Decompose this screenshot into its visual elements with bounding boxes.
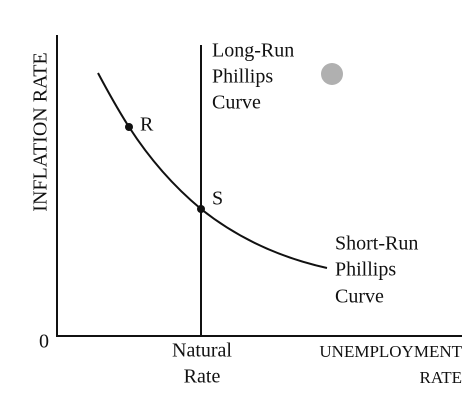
point-s — [197, 205, 205, 213]
x-axis-label: RATE — [420, 368, 463, 387]
curve-label: Short-Run — [335, 233, 418, 255]
curve-label: Phillips — [335, 259, 396, 281]
marker-label: Rate — [184, 366, 221, 388]
point-label: R — [140, 114, 154, 136]
origin-label: 0 — [39, 331, 49, 353]
marker-label: Natural — [172, 340, 232, 362]
x-axis-label: UNEMPLOYMENT — [319, 342, 462, 361]
y-axis-label: INFLATION RATE — [30, 52, 52, 211]
gray-dot — [321, 63, 343, 85]
point-r — [125, 123, 133, 131]
curve-label: Curve — [212, 92, 261, 114]
point-label: S — [212, 188, 223, 210]
curve-label: Curve — [335, 286, 384, 308]
short-run-curve — [97, 72, 328, 269]
curve-label: Phillips — [212, 66, 273, 88]
curve-label: Long-Run — [212, 40, 294, 62]
